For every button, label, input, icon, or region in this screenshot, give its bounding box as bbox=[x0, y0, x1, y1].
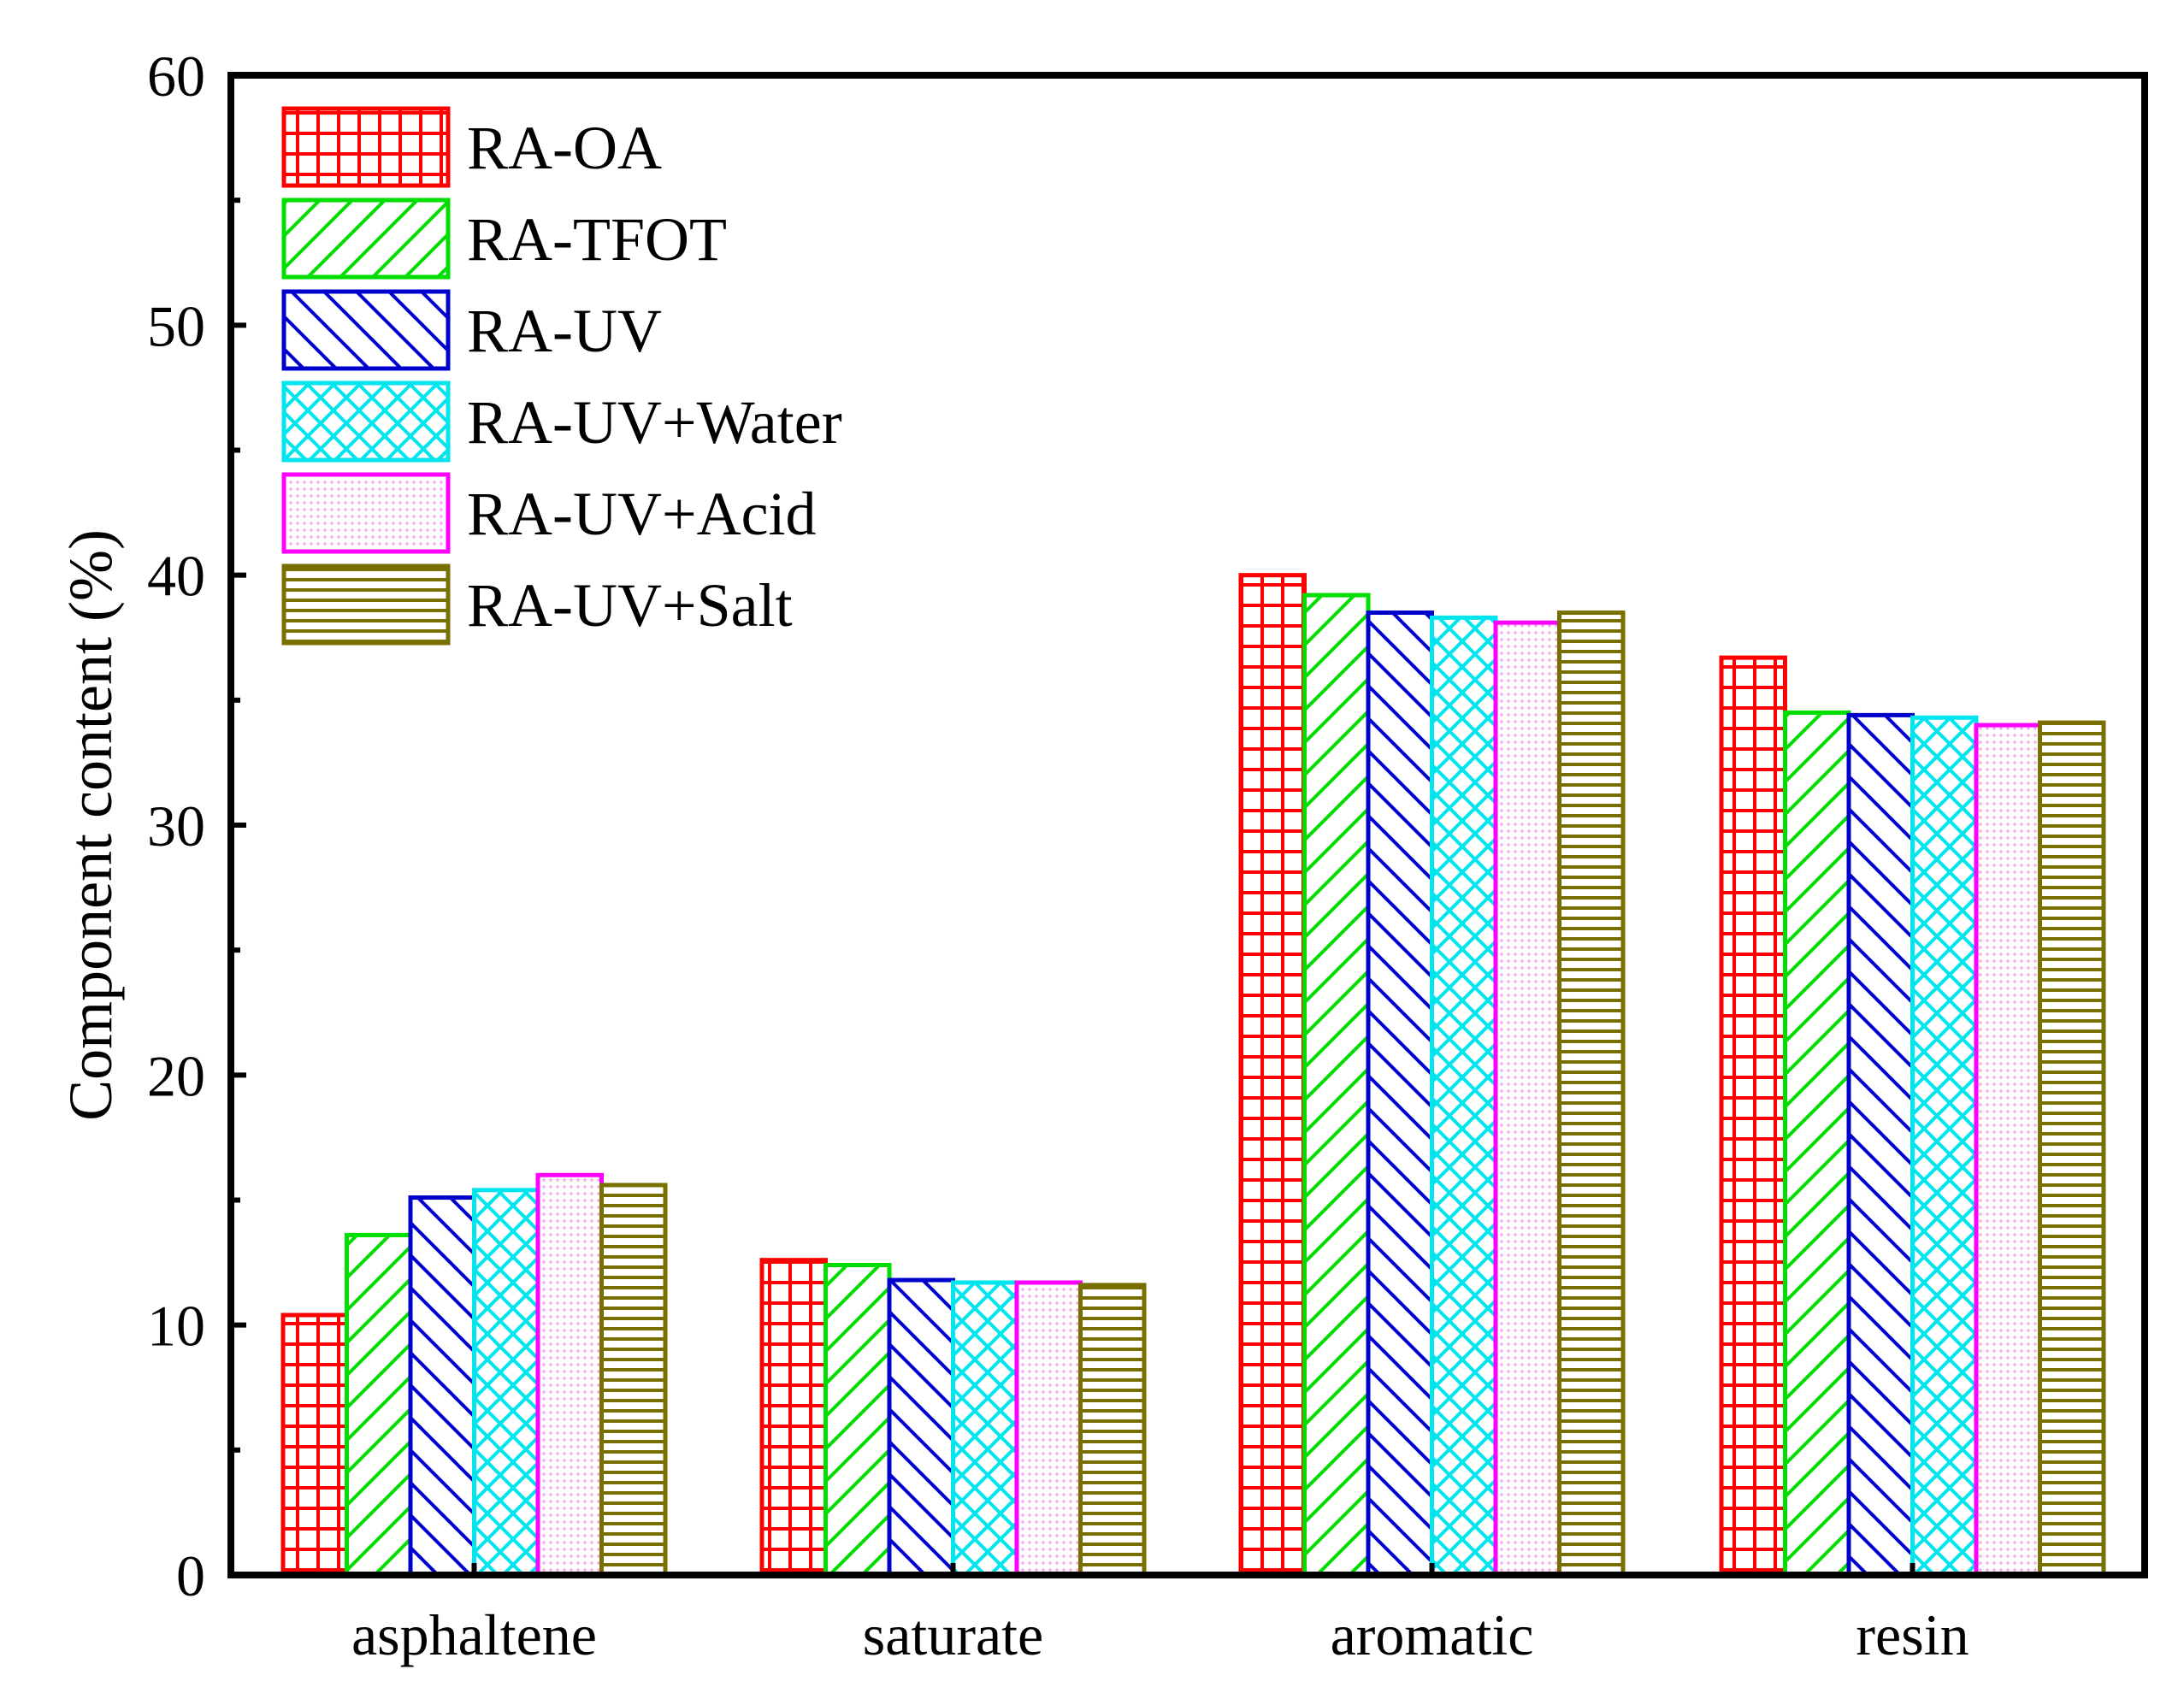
legend-swatch bbox=[281, 472, 451, 554]
bar-ra-tfot-aromatic bbox=[1302, 593, 1371, 1578]
legend-swatch bbox=[281, 198, 451, 280]
bar-ra-uv-acid-aromatic bbox=[1493, 620, 1561, 1578]
bar-ra-uv-acid-saturate bbox=[1014, 1280, 1083, 1578]
bars-layer bbox=[280, 573, 2106, 1578]
legend-label: RA-TFOT bbox=[467, 205, 727, 274]
bar-ra-uv-acid-asphaltene bbox=[535, 1172, 604, 1578]
legend-label: RA-UV+Salt bbox=[467, 571, 793, 640]
legend-label: RA-UV bbox=[467, 297, 662, 365]
y-tick-label: 30 bbox=[147, 793, 205, 858]
bar-ra-uv-water-asphaltene bbox=[472, 1188, 540, 1578]
y-tick-label: 50 bbox=[147, 293, 205, 358]
bar-ra-uv-acid-resin bbox=[1974, 723, 2042, 1578]
bar-ra-uv-aromatic bbox=[1366, 611, 1434, 1578]
y-axis-label: Component content (%) bbox=[56, 529, 125, 1121]
legend: RA-OA RA-TFOT RA-UV RA-UV+Water RA-UV+Acid RA… bbox=[281, 106, 842, 646]
bar-ra-uv-salt-asphaltene bbox=[599, 1183, 668, 1578]
y-tick-label: 10 bbox=[147, 1294, 205, 1359]
bar-ra-uv-salt-aromatic bbox=[1557, 611, 1626, 1578]
x-category-label: resin bbox=[1856, 1602, 1969, 1667]
bar-ra-uv-salt-saturate bbox=[1078, 1283, 1147, 1578]
y-tick-label: 0 bbox=[176, 1543, 205, 1608]
bar-ra-tfot-resin bbox=[1783, 710, 1851, 1578]
bar-ra-oa-resin bbox=[1719, 655, 1787, 1578]
x-category-label: aromatic bbox=[1331, 1602, 1534, 1667]
legend-label: RA-OA bbox=[467, 114, 662, 182]
bar-ra-tfot-asphaltene bbox=[345, 1232, 413, 1578]
y-tick-label: 40 bbox=[147, 544, 205, 609]
y-tick-label: 20 bbox=[147, 1043, 205, 1108]
legend-label: RA-UV+Water bbox=[467, 388, 842, 457]
legend-label: RA-UV+Acid bbox=[467, 480, 817, 548]
bar-ra-uv-saturate bbox=[887, 1277, 955, 1578]
bar-ra-uv-water-resin bbox=[1910, 715, 1979, 1578]
legend-swatch bbox=[281, 563, 451, 646]
bar-ra-tfot-saturate bbox=[823, 1263, 892, 1578]
bar-ra-oa-saturate bbox=[759, 1258, 828, 1578]
legend-swatch bbox=[281, 380, 451, 463]
y-axis: 0 10 20 30 40 50 60 bbox=[147, 44, 246, 1608]
bar-ra-uv-water-saturate bbox=[951, 1280, 1019, 1578]
bar-ra-uv-resin bbox=[1846, 712, 1915, 1578]
bar-ra-oa-asphaltene bbox=[280, 1313, 349, 1578]
x-category-label: saturate bbox=[863, 1602, 1043, 1667]
legend-swatch bbox=[281, 106, 451, 188]
bar-ra-uv-asphaltene bbox=[408, 1195, 476, 1578]
bar-ra-uv-salt-resin bbox=[2038, 720, 2106, 1578]
bar-ra-uv-water-aromatic bbox=[1430, 615, 1498, 1578]
legend-swatch bbox=[281, 289, 451, 371]
y-tick-label: 60 bbox=[147, 44, 205, 109]
x-category-label: asphaltene bbox=[351, 1602, 597, 1667]
x-axis: asphaltene saturate aromatic resin bbox=[351, 1563, 1969, 1667]
bar-ra-oa-aromatic bbox=[1238, 573, 1307, 1578]
